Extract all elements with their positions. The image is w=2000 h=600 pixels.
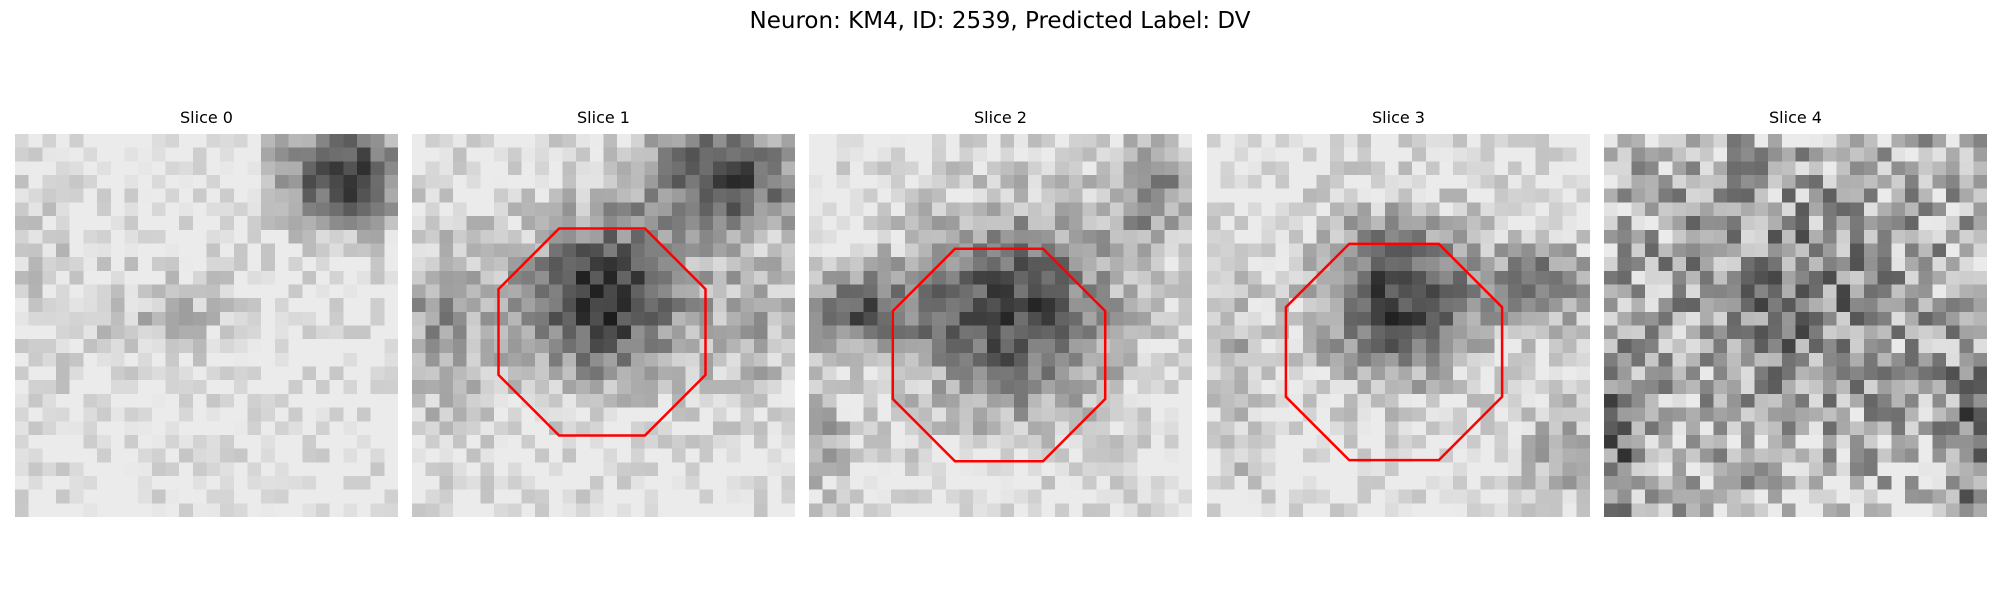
slice-title: Slice 4 <box>1769 108 1822 127</box>
slice-title: Slice 0 <box>180 108 233 127</box>
slice-image <box>809 134 1192 517</box>
slice-image <box>1604 134 1987 517</box>
slice-image <box>1207 134 1590 517</box>
roi-outline <box>497 227 707 437</box>
slice-panel-1: Slice 1 <box>412 110 795 517</box>
figure-title: Neuron: KM4, ID: 2539, Predicted Label: … <box>749 8 1251 34</box>
slice-panel-4: Slice 4 <box>1604 110 1987 517</box>
roi-outline <box>1284 242 1504 462</box>
slice-title: Slice 2 <box>974 108 1027 127</box>
slice-image <box>15 134 398 517</box>
slice-image <box>412 134 795 517</box>
slice-panel-3: Slice 3 <box>1207 110 1590 517</box>
slice-panel-2: Slice 2 <box>809 110 1192 517</box>
roi-outline <box>891 247 1107 463</box>
slice-title: Slice 3 <box>1372 108 1425 127</box>
slice-title: Slice 1 <box>577 108 630 127</box>
slice-panel-0: Slice 0 <box>15 110 398 517</box>
